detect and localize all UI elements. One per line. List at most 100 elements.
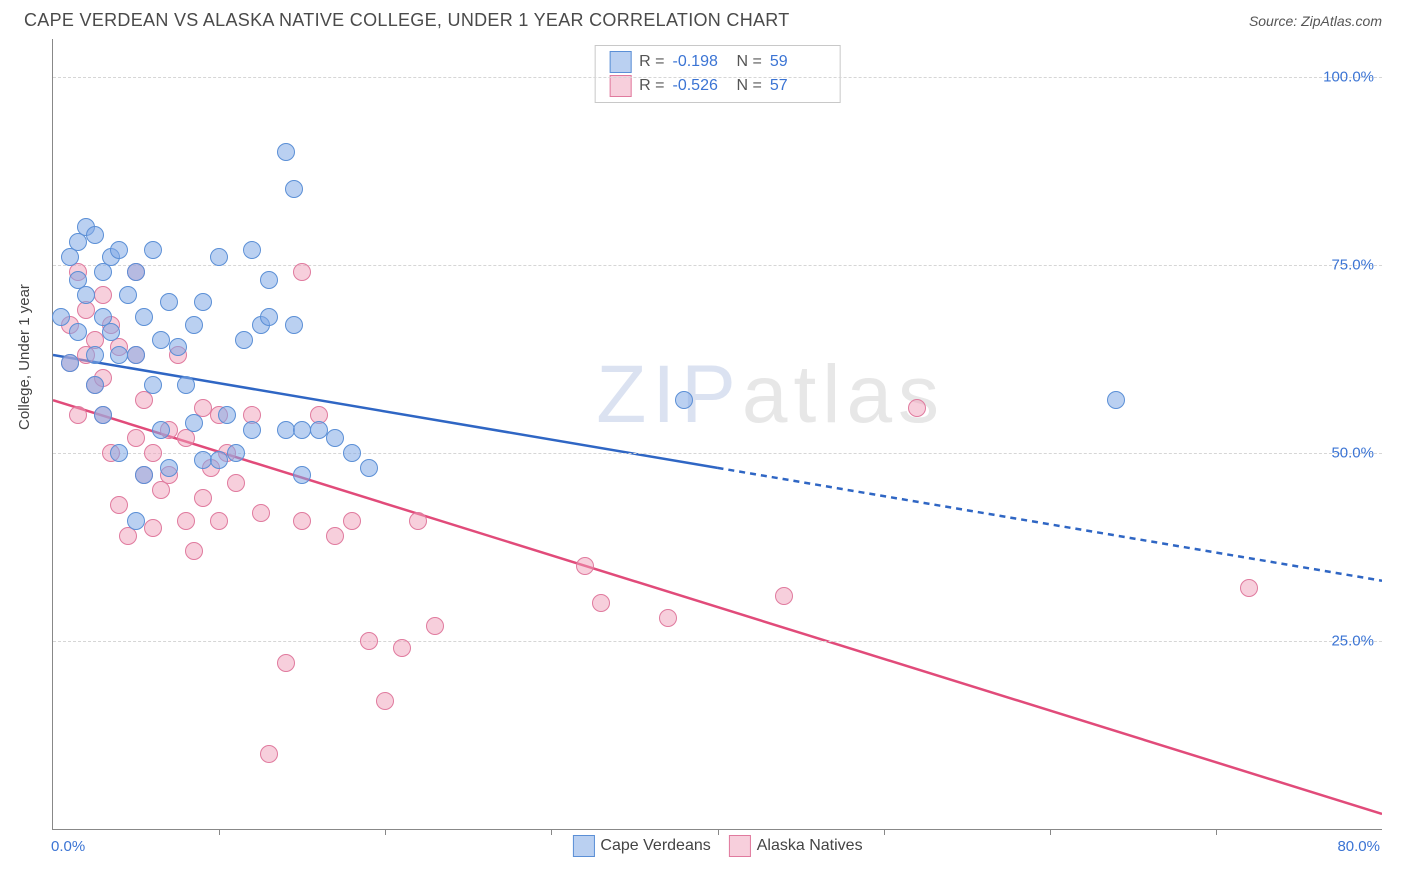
data-point-blue <box>119 286 137 304</box>
x-tick-mark <box>1050 829 1051 835</box>
y-tick-label: 50.0% <box>1331 444 1374 461</box>
data-point-blue <box>360 459 378 477</box>
x-axis-max: 80.0% <box>1337 838 1380 855</box>
swatch-pink <box>609 75 631 97</box>
legend-swatch-blue <box>572 835 594 857</box>
chart-title: CAPE VERDEAN VS ALASKA NATIVE COLLEGE, U… <box>24 10 790 31</box>
data-point-blue <box>110 241 128 259</box>
legend-swatch-pink <box>729 835 751 857</box>
stats-legend: R = -0.198 N =59 R = -0.526 N =57 <box>594 45 841 103</box>
data-point-pink <box>144 519 162 537</box>
data-point-pink <box>69 406 87 424</box>
data-point-pink <box>592 594 610 612</box>
source-label: Source: ZipAtlas.com <box>1249 13 1382 29</box>
data-point-blue <box>94 406 112 424</box>
data-point-pink <box>185 542 203 560</box>
data-point-blue <box>210 451 228 469</box>
data-point-blue <box>169 338 187 356</box>
data-point-blue <box>293 466 311 484</box>
watermark: ZIPatlas <box>596 348 945 442</box>
data-point-blue <box>160 459 178 477</box>
data-point-blue <box>194 451 212 469</box>
data-point-blue <box>86 346 104 364</box>
data-point-blue <box>185 414 203 432</box>
data-point-pink <box>326 527 344 545</box>
data-point-pink <box>908 399 926 417</box>
data-point-pink <box>94 286 112 304</box>
data-point-pink <box>293 512 311 530</box>
data-point-blue <box>144 376 162 394</box>
data-point-blue <box>185 316 203 334</box>
data-point-blue <box>152 421 170 439</box>
data-point-blue <box>235 331 253 349</box>
x-tick-mark <box>219 829 220 835</box>
data-point-blue <box>69 323 87 341</box>
data-point-blue <box>243 421 261 439</box>
data-point-pink <box>393 639 411 657</box>
data-point-blue <box>144 241 162 259</box>
data-point-blue <box>260 308 278 326</box>
x-axis-min: 0.0% <box>51 838 85 855</box>
data-point-blue <box>110 346 128 364</box>
data-point-blue <box>127 512 145 530</box>
y-tick-label: 75.0% <box>1331 256 1374 273</box>
data-point-blue <box>310 421 328 439</box>
data-point-pink <box>1240 579 1258 597</box>
data-point-pink <box>127 429 145 447</box>
data-point-blue <box>135 466 153 484</box>
gridline <box>53 77 1382 78</box>
data-point-pink <box>775 587 793 605</box>
data-point-blue <box>227 444 245 462</box>
data-point-blue <box>218 406 236 424</box>
data-point-pink <box>110 496 128 514</box>
data-point-blue <box>285 180 303 198</box>
y-tick-label: 25.0% <box>1331 632 1374 649</box>
data-point-blue <box>285 316 303 334</box>
data-point-pink <box>376 692 394 710</box>
data-point-blue <box>160 293 178 311</box>
y-axis-label: College, Under 1 year <box>16 284 33 430</box>
data-point-blue <box>127 346 145 364</box>
data-point-blue <box>1107 391 1125 409</box>
data-point-pink <box>144 444 162 462</box>
x-tick-mark <box>1216 829 1217 835</box>
data-point-pink <box>293 263 311 281</box>
data-point-blue <box>110 444 128 462</box>
data-point-pink <box>252 504 270 522</box>
x-tick-mark <box>884 829 885 835</box>
data-point-blue <box>277 143 295 161</box>
stats-row-blue: R = -0.198 N =59 <box>609 50 826 74</box>
series-legend: Cape Verdeans Alaska Natives <box>572 835 862 857</box>
data-point-pink <box>426 617 444 635</box>
data-point-pink <box>227 474 245 492</box>
correlation-chart: ZIPatlas R = -0.198 N =59 R = -0.526 N =… <box>52 39 1382 830</box>
data-point-pink <box>343 512 361 530</box>
x-tick-mark <box>551 829 552 835</box>
data-point-blue <box>177 376 195 394</box>
data-point-blue <box>152 331 170 349</box>
data-point-blue <box>86 376 104 394</box>
gridline <box>53 453 1382 454</box>
data-point-pink <box>409 512 427 530</box>
data-point-pink <box>177 512 195 530</box>
x-tick-mark <box>718 829 719 835</box>
x-tick-mark <box>385 829 386 835</box>
data-point-blue <box>194 293 212 311</box>
data-point-blue <box>135 308 153 326</box>
data-point-blue <box>61 354 79 372</box>
data-point-blue <box>260 271 278 289</box>
data-point-blue <box>127 263 145 281</box>
data-point-blue <box>52 308 70 326</box>
data-point-pink <box>210 512 228 530</box>
data-point-blue <box>102 323 120 341</box>
data-point-blue <box>86 226 104 244</box>
data-point-blue <box>277 421 295 439</box>
data-point-blue <box>326 429 344 447</box>
data-point-pink <box>194 489 212 507</box>
data-point-pink <box>576 557 594 575</box>
data-point-blue <box>243 241 261 259</box>
data-point-pink <box>360 632 378 650</box>
data-point-pink <box>277 654 295 672</box>
gridline <box>53 265 1382 266</box>
data-point-blue <box>77 286 95 304</box>
